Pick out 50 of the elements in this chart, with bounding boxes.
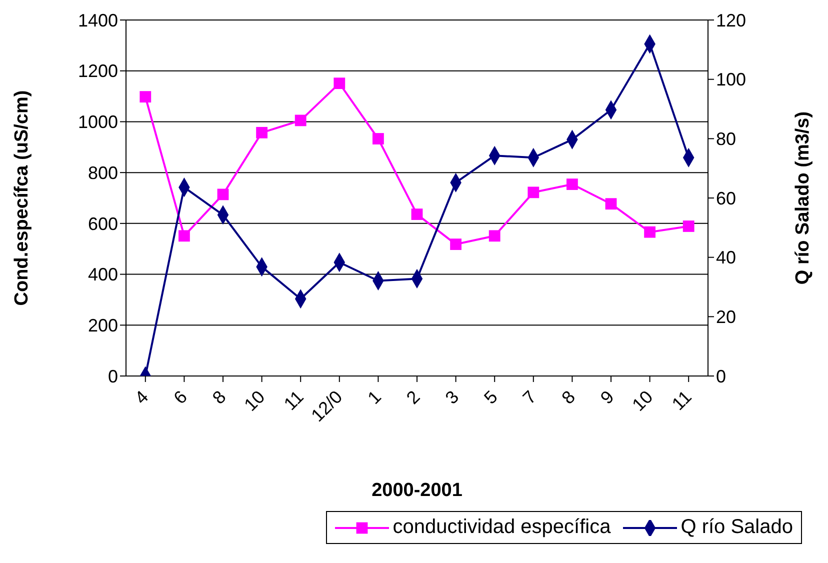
y2-tick-label: 40 [716,248,736,268]
x-axis-title: 2000-2001 [372,480,463,501]
point [528,186,540,198]
x-tick-label: 10 [628,386,657,415]
point [372,133,384,144]
y-tick-label: 600 [88,214,118,234]
y-tick-label: 200 [88,316,118,336]
y2-axis-title: Q río Salado (m3/s) [792,111,814,285]
y2-tick-label: 60 [716,188,736,208]
y-tick-label: 400 [88,264,118,285]
point [682,220,694,232]
x-tick-label: 8 [208,386,230,408]
y-axis-title: Cond.específca (uS/cm) [12,90,33,306]
y2-tick-label: 20 [716,307,736,328]
point [644,226,656,238]
y-tick-label: 1400 [78,10,118,30]
point [256,126,268,138]
point [217,188,229,200]
x-tick-label: 6 [170,386,192,408]
point [334,78,346,90]
x-tick-label: 11 [280,386,308,414]
y-tick-label: 800 [88,162,118,183]
x-tick-label: 3 [441,386,463,408]
legend-label: Q río Salado [680,516,793,539]
x-tick-label: 11 [668,386,696,414]
point [294,114,306,126]
x-tick-label: 9 [596,386,618,408]
y2-tick-label: 100 [716,70,746,90]
point [566,178,578,190]
x-tick-label: 8 [558,386,580,408]
point [488,230,500,242]
y2-tick-label: 120 [716,10,746,30]
x-tick-label: 2 [402,386,424,408]
y-tick-label: 1200 [78,61,118,82]
x-tick-label: 1 [364,386,386,408]
point [450,238,462,250]
legend-label: conductividad específica [392,516,611,539]
point [605,198,617,210]
y2-tick-label: 0 [716,366,726,386]
y-tick-label: 1000 [78,112,118,132]
x-tick-label: 12/0 [307,386,346,426]
y2-tick-label: 80 [716,129,736,150]
point [140,91,152,102]
x-tick-label: 4 [131,386,152,408]
point [411,208,423,220]
y-tick-label: 0 [108,366,118,386]
x-tick-label: 7 [519,386,540,408]
x-tick-label: 5 [480,386,502,408]
x-tick-label: 10 [240,386,269,415]
point [178,230,190,242]
